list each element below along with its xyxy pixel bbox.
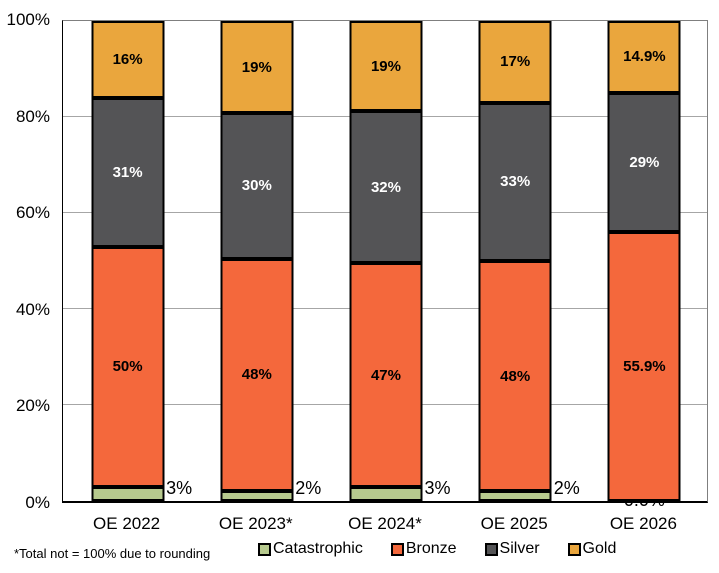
bar-segment-catastrophic: 2% — [220, 478, 321, 501]
bar-segment-bronze: 55.9% — [607, 232, 681, 501]
y-axis-tick-label: 80% — [15, 106, 50, 126]
legend-item-bronze: Bronze — [390, 540, 457, 558]
bar-label-silver: 29% — [629, 153, 660, 171]
legend-item-catastrophic: Catastrophic — [258, 540, 363, 558]
y-axis-tick-label: 20% — [15, 396, 50, 416]
bar-segment-bronze: 50% — [91, 246, 165, 487]
bar-label-silver: 31% — [112, 163, 143, 181]
legend-swatch-silver — [484, 542, 498, 556]
bar-oe-2024-: 3% 47% 32% 19% — [349, 21, 451, 501]
legend-label: Catastrophic — [273, 540, 363, 557]
bar-segment-gold: 19% — [349, 21, 423, 112]
bar-segment-silver: 31% — [91, 97, 165, 247]
bar-label-bronze: 55.9% — [623, 358, 666, 376]
bar-label-bronze: 48% — [500, 367, 531, 385]
x-axis-category-label: OE 2024* — [348, 514, 422, 533]
x-axis-category-label: OE 2022 — [93, 514, 161, 533]
bar-label-gold: 19% — [241, 58, 272, 76]
y-axis-tick-label: 0% — [25, 493, 50, 512]
bar-label-catastrophic: 2% — [553, 478, 580, 498]
bar-label-bronze: 50% — [112, 358, 143, 376]
bar-slot: 0.0%55.9%29%14.9% — [580, 21, 709, 510]
y-axis-tick-label: 60% — [15, 203, 50, 223]
bar-oe-2026: 0.0%55.9%29%14.9% — [607, 21, 681, 510]
y-axis-tick-label: 40% — [15, 299, 50, 319]
bar-label-bronze: 48% — [241, 366, 272, 384]
legend-swatch-gold — [567, 542, 581, 556]
x-axis-category-label: OE 2023* — [218, 514, 293, 533]
bar-label-bronze: 47% — [370, 366, 401, 384]
bar-label-silver: 33% — [500, 173, 531, 191]
bar-slot: 2% 48% 33% 17% — [451, 21, 580, 501]
footnote: *Total not = 100% due to rounding — [14, 546, 211, 561]
bar-label-catastrophic: 3% — [424, 478, 451, 498]
bar-segment-silver: 29% — [607, 92, 681, 233]
y-axis-tick-label: 100% — [6, 10, 50, 29]
bar-segment-silver: 33% — [478, 102, 552, 261]
legend-swatch-bronze — [390, 542, 404, 556]
bar-segment-gold: 14.9% — [607, 21, 681, 93]
bar-slot: 3% 50% 31% 16% — [63, 21, 192, 501]
bar-segment-silver: 32% — [349, 111, 423, 264]
bar-label-gold: 14.9% — [623, 48, 666, 66]
bar-segment-catastrophic: 2% — [478, 478, 580, 501]
bar-slot: 2% 48% 30% 19% — [192, 21, 321, 501]
legend: Catastrophic Bronze Silver Gold — [258, 540, 616, 558]
x-axis-category-label: OE 2026 — [609, 514, 677, 533]
legend-item-gold: Gold — [567, 540, 617, 558]
bar-label-catastrophic: 3% — [166, 478, 193, 498]
legend-item-silver: Silver — [484, 540, 540, 558]
bar-segment-catastrophic: 3% — [91, 478, 192, 501]
legend-label: Bronze — [405, 540, 457, 557]
bar-segment-silver: 30% — [220, 113, 294, 259]
legend-label: Gold — [582, 540, 617, 557]
x-axis-category-label: OE 2025 — [480, 514, 548, 533]
legend-label: Silver — [499, 540, 540, 557]
bar-segment-bronze: 48% — [220, 258, 294, 492]
bar-segment-bronze: 48% — [478, 261, 552, 492]
plot-area: 3% 50% 31% 16% 2% 48% 30% 19% 3% 47% 32% 19% 2% 48% 33… — [62, 20, 709, 510]
bar-label-gold: 16% — [112, 50, 143, 68]
bar-label-gold: 17% — [500, 53, 531, 71]
bar-label-silver: 30% — [241, 177, 272, 195]
bar-oe-2022: 3% 50% 31% 16% — [91, 21, 192, 501]
bar-segment-bronze: 47% — [349, 263, 423, 487]
bar-label-gold: 19% — [370, 57, 401, 75]
bar-label-catastrophic: 2% — [295, 478, 322, 498]
bar-slot: 3% 47% 32% 19% — [321, 21, 451, 501]
legend-swatch-catastrophic — [258, 542, 271, 556]
bar-segment-gold: 16% — [91, 21, 165, 98]
bar-segment-gold: 17% — [478, 21, 552, 103]
bar-segment-gold: 19% — [220, 21, 294, 114]
bar-oe-2023-: 2% 48% 30% 19% — [220, 21, 321, 501]
bar-segment-catastrophic: 3% — [349, 478, 451, 501]
bar-oe-2025: 2% 48% 33% 17% — [478, 21, 580, 501]
bar-label-silver: 32% — [370, 178, 401, 196]
